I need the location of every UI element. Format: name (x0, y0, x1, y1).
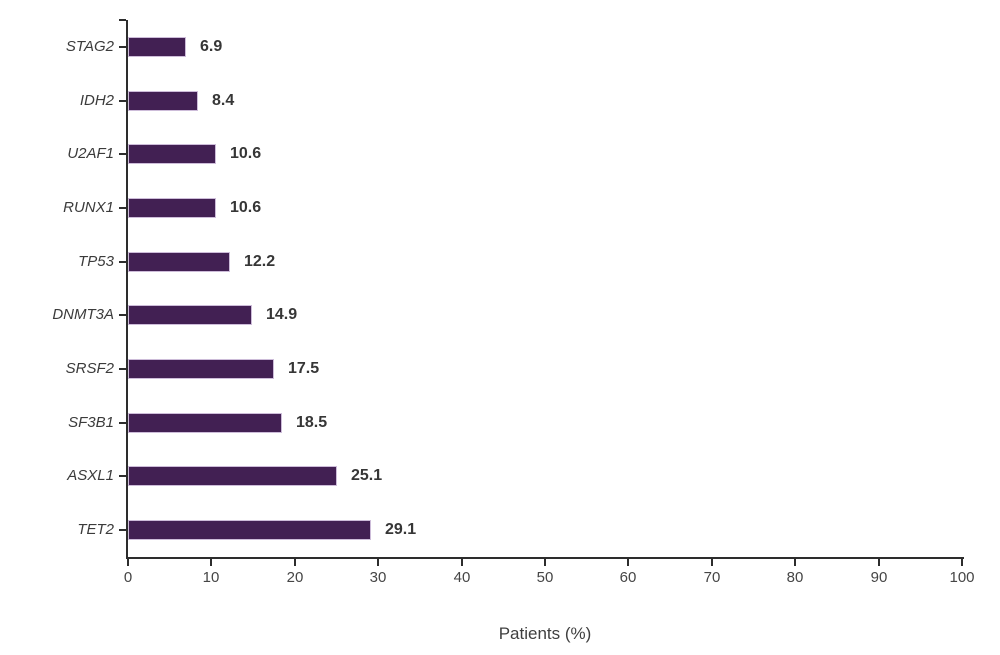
x-tick-label: 50 (536, 569, 554, 586)
x-tick (961, 559, 963, 566)
bar (128, 37, 186, 57)
x-tick (878, 559, 880, 566)
value-label: 10.6 (230, 199, 262, 216)
bar (128, 252, 230, 272)
x-tick (377, 559, 379, 566)
category-label: TET2 (77, 521, 114, 538)
x-tick (210, 559, 212, 566)
x-tick-label: 60 (619, 569, 637, 586)
bar (128, 198, 216, 218)
value-label: 8.4 (212, 92, 235, 109)
value-label: 10.6 (230, 145, 262, 162)
y-tick (119, 100, 126, 102)
category-label: TP53 (78, 253, 114, 270)
y-tick (119, 422, 126, 424)
category-label: SF3B1 (68, 414, 114, 431)
bar (128, 144, 216, 164)
x-tick (711, 559, 713, 566)
x-tick-label: 10 (202, 569, 220, 586)
bar (128, 305, 252, 325)
value-label: 6.9 (200, 38, 223, 55)
category-label: DNMT3A (52, 306, 114, 323)
y-axis-top-tick (119, 19, 126, 21)
category-label: U2AF1 (67, 145, 114, 162)
bar (128, 413, 282, 433)
y-tick (119, 368, 126, 370)
x-tick-label: 100 (949, 569, 975, 586)
x-tick-label: 40 (453, 569, 471, 586)
y-axis-line (126, 20, 128, 559)
x-tick-label: 30 (369, 569, 387, 586)
y-tick (119, 46, 126, 48)
bar (128, 91, 198, 111)
bar (128, 466, 337, 486)
category-label: ASXL1 (67, 467, 114, 484)
category-label: STAG2 (65, 38, 114, 55)
x-tick-label: 0 (123, 569, 133, 586)
bar (128, 359, 274, 379)
category-label: RUNX1 (63, 199, 114, 216)
value-label: 14.9 (266, 306, 298, 323)
y-tick (119, 314, 126, 316)
y-tick (119, 475, 126, 477)
x-tick (794, 559, 796, 566)
y-tick (119, 153, 126, 155)
value-label: 25.1 (351, 467, 383, 484)
x-tick (461, 559, 463, 566)
y-tick (119, 261, 126, 263)
value-label: 18.5 (296, 414, 328, 431)
category-label: SRSF2 (65, 360, 114, 377)
x-axis-line (126, 557, 964, 559)
value-label: 12.2 (244, 253, 276, 270)
x-tick-label: 70 (703, 569, 721, 586)
x-axis-title: Patients (%) (498, 624, 592, 643)
x-tick (127, 559, 129, 566)
y-tick (119, 207, 126, 209)
x-tick-label: 20 (286, 569, 304, 586)
x-tick-label: 80 (786, 569, 804, 586)
y-tick (119, 529, 126, 531)
category-label: IDH2 (79, 92, 114, 109)
x-tick-label: 90 (870, 569, 888, 586)
value-label: 17.5 (288, 360, 320, 377)
x-tick (294, 559, 296, 566)
x-tick (627, 559, 629, 566)
x-tick (544, 559, 546, 566)
value-label: 29.1 (385, 521, 417, 538)
bar (128, 520, 371, 540)
